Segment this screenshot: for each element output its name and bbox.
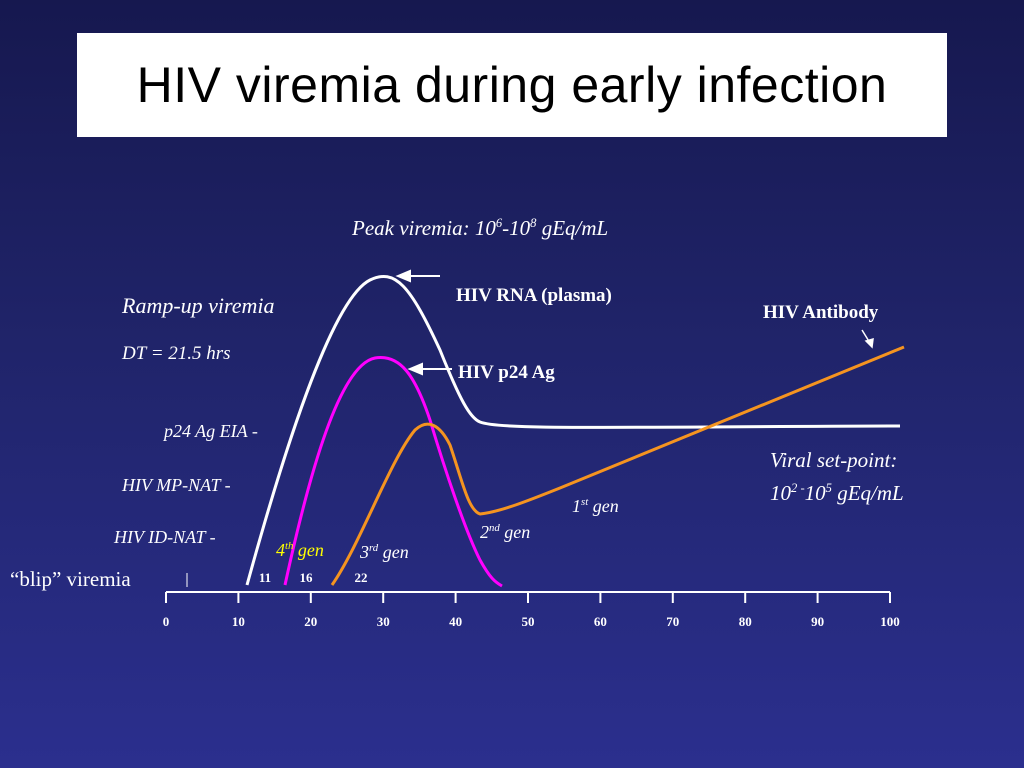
arrow-p24 [407,362,452,376]
setpoint-label-line2: 102 -105 gEq/mL [770,481,904,506]
x-axis-tick-label: 60 [593,614,607,629]
hiv-antibody-curve [330,345,905,586]
first-gen-word: gen [588,496,619,516]
third-gen-label: 3rd gen [360,542,409,563]
x-axis-tick-label: 20 [304,614,318,629]
fourth-gen-word: gen [293,540,324,560]
hiv-p24-curve [283,356,503,588]
hiv-antibody-label: HIV Antibody [763,302,879,323]
fourth-gen-sup: th [285,540,294,552]
mp-nat-label: HIV MP-NAT - [122,475,231,495]
setpoint-text-b: 10 [804,481,826,505]
arrow-peak [395,269,440,283]
peak-sup-a: 6 [495,216,503,230]
x-axis-ticks [165,592,891,603]
setpoint-sup-b: 5 [825,481,832,495]
x-axis-tick-label: 100 [880,614,900,629]
hiv-p24-label: HIV p24 Ag [458,362,555,383]
second-gen-label: 2nd gen [480,522,530,543]
x-axis-tick-label: 90 [811,614,825,629]
third-gen-num: 3 [360,542,369,562]
first-gen-num: 1 [572,496,581,516]
arrow-antibody [861,329,874,349]
hiv-rna-label: HIV RNA (plasma) [456,285,612,306]
peak-sup-b: 8 [530,216,537,230]
day-11-label: 11 [258,570,272,585]
day-22-label: 22 [354,570,368,585]
x-axis-tick-label: 80 [738,614,752,629]
x-axis-tick-label: 40 [449,614,463,629]
slide-title: HIV viremia during early infection [136,57,888,113]
peak-text-b: -10 [502,216,531,240]
setpoint-sup-a: 2 - [791,481,805,495]
second-gen-num: 2 [480,522,489,542]
doubling-time-label: DT = 21.5 hrs [122,343,231,364]
x-axis-tick-label: 0 [162,614,170,629]
x-axis-tick-label: 70 [666,614,680,629]
second-gen-sup: nd [489,522,500,534]
peak-text-c: gEq/mL [536,216,609,240]
setpoint-text-a: 10 [770,481,791,505]
fourth-gen-num: 4 [276,540,285,560]
first-gen-label: 1st gen [572,496,619,517]
x-axis-tick-label: 10 [231,614,245,629]
setpoint-label-line1: Viral set-point: [770,448,898,472]
id-nat-label: HIV ID-NAT - [114,527,216,547]
setpoint-text-c: gEq/mL [831,481,904,505]
fourth-gen-label: 4th gen [276,540,324,561]
first-gen-sup: st [581,496,589,508]
p24-eia-label: p24 Ag EIA - [164,421,258,441]
peak-text-a: Peak viremia: 10 [352,216,496,240]
peak-viremia-label: Peak viremia: 106-108 gEq/mL [352,216,608,241]
hiv-rna-curve [245,275,901,586]
third-gen-sup: rd [369,542,379,554]
second-gen-word: gen [499,522,531,542]
x-axis-tick-label: 30 [376,614,390,629]
ramp-up-label: Ramp-up viremia [122,293,275,318]
title-box: HIV viremia during early infection [77,33,947,137]
day-16-label: 16 [299,570,313,585]
x-axis-tick-label: 50 [521,614,535,629]
third-gen-word: gen [378,542,409,562]
blip-viremia-label: “blip” viremia [10,567,131,591]
